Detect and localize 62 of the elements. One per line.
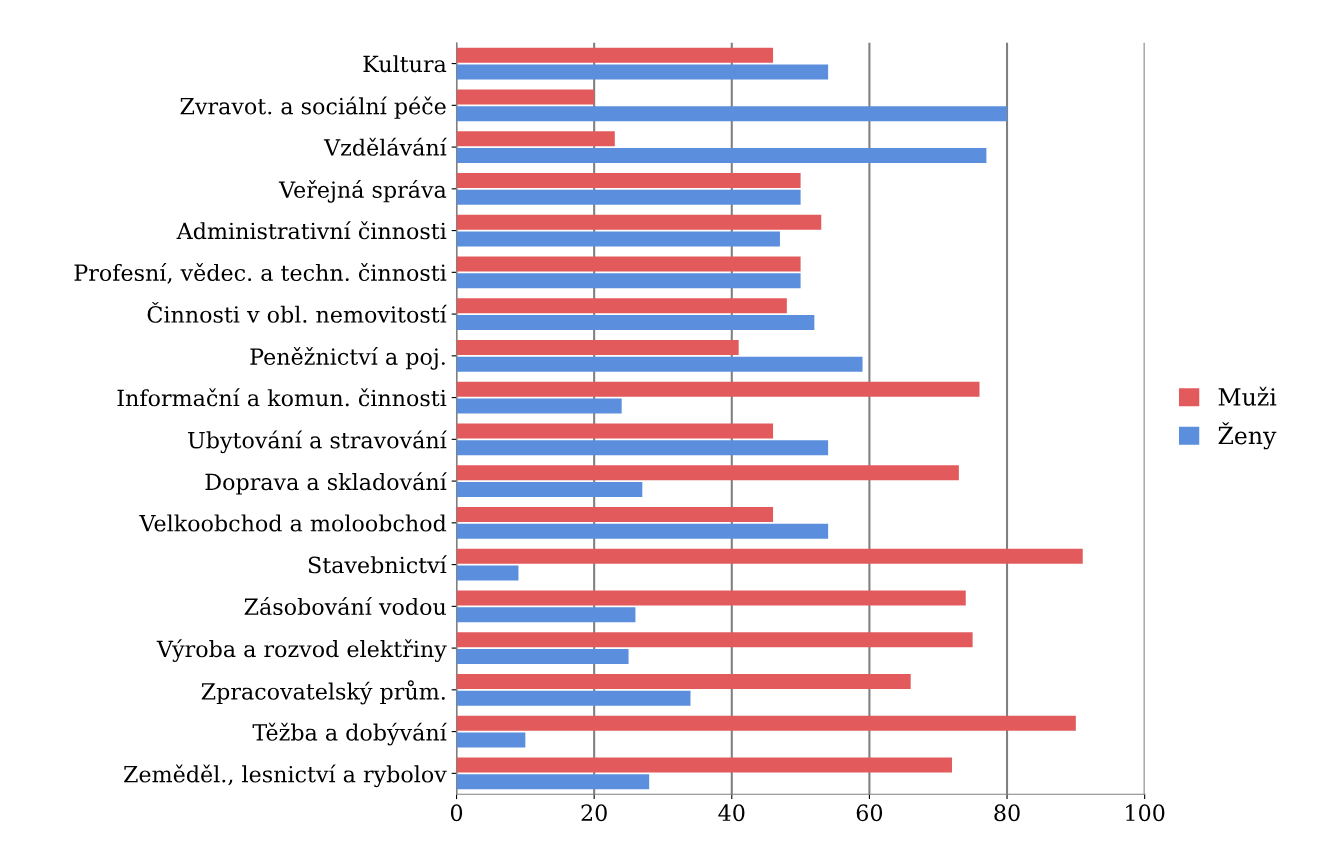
bar bbox=[456, 381, 980, 397]
bar bbox=[456, 648, 629, 664]
bar bbox=[456, 398, 622, 414]
bar bbox=[456, 774, 650, 790]
bar bbox=[456, 548, 1083, 564]
bar bbox=[456, 89, 595, 105]
y-tick-label: Administrativní činnosti bbox=[176, 221, 447, 240]
bar bbox=[456, 256, 801, 272]
bar bbox=[456, 298, 787, 314]
x-tick-label: 40 bbox=[718, 804, 745, 822]
y-tick-label: Zvravot. a sociální péče bbox=[180, 96, 446, 119]
y-tick-label: Velkoobchod a moloobchod bbox=[139, 514, 447, 532]
bar bbox=[456, 64, 829, 80]
bar bbox=[456, 440, 829, 456]
y-tick-label: Stavebnictví bbox=[308, 555, 447, 574]
bar bbox=[456, 356, 863, 372]
y-tick-label: Činnosti v obl. nemovitostí bbox=[147, 301, 447, 323]
bar bbox=[456, 481, 643, 497]
bar bbox=[456, 632, 973, 648]
x-tick-label: 20 bbox=[581, 804, 607, 822]
y-tick-label: Informační a komun. činnosti bbox=[117, 388, 447, 407]
y-tick-label: Kultura bbox=[363, 55, 447, 73]
bar bbox=[456, 732, 526, 748]
y-tick-label: Těžba a dobývání bbox=[252, 722, 447, 746]
x-tick-label: 80 bbox=[994, 804, 1020, 822]
x-tick-label: 60 bbox=[856, 804, 883, 822]
y-tick-label: Peněžnictví a poj. bbox=[250, 346, 445, 370]
bar bbox=[456, 47, 774, 63]
y-tick-label: Veřejná správa bbox=[278, 179, 447, 203]
bar bbox=[456, 214, 822, 230]
bar bbox=[456, 172, 801, 188]
bar bbox=[456, 590, 966, 606]
bar bbox=[456, 131, 615, 147]
y-tick-label: Doprava a skladování bbox=[205, 472, 447, 495]
x-tick-label: 0 bbox=[450, 804, 463, 822]
y-tick-label: Výroba a rozvod elektřiny bbox=[156, 639, 447, 662]
y-tick-label: Vzdělávání bbox=[323, 137, 447, 156]
bar bbox=[456, 673, 911, 690]
bar bbox=[456, 715, 1076, 731]
x-tick-label: 100 bbox=[1126, 804, 1165, 822]
bar bbox=[456, 757, 952, 773]
bar bbox=[456, 314, 815, 330]
bar bbox=[456, 231, 780, 247]
bar bbox=[456, 465, 959, 481]
bar bbox=[456, 565, 519, 581]
legend-label: Ženy bbox=[1218, 422, 1277, 450]
y-tick-label: Profesní, vědec. a techn. činnosti bbox=[74, 263, 447, 284]
bar bbox=[456, 690, 691, 706]
bar bbox=[456, 273, 801, 289]
bar bbox=[456, 147, 987, 163]
bar bbox=[456, 506, 774, 522]
legend-label: Muži bbox=[1218, 386, 1277, 406]
y-tick-label: Zpracovatelský prům. bbox=[201, 680, 445, 705]
bar bbox=[456, 607, 636, 623]
bar bbox=[456, 106, 1008, 122]
bar bbox=[456, 339, 739, 355]
bar bbox=[456, 423, 774, 439]
y-tick-label: Zeměděl., lesnictví a rybolov bbox=[124, 764, 447, 788]
y-tick-label: Ubytování a stravování bbox=[188, 430, 447, 454]
bar bbox=[456, 523, 829, 539]
y-tick-label: Zásobování vodou bbox=[244, 597, 446, 616]
bar bbox=[456, 189, 801, 205]
